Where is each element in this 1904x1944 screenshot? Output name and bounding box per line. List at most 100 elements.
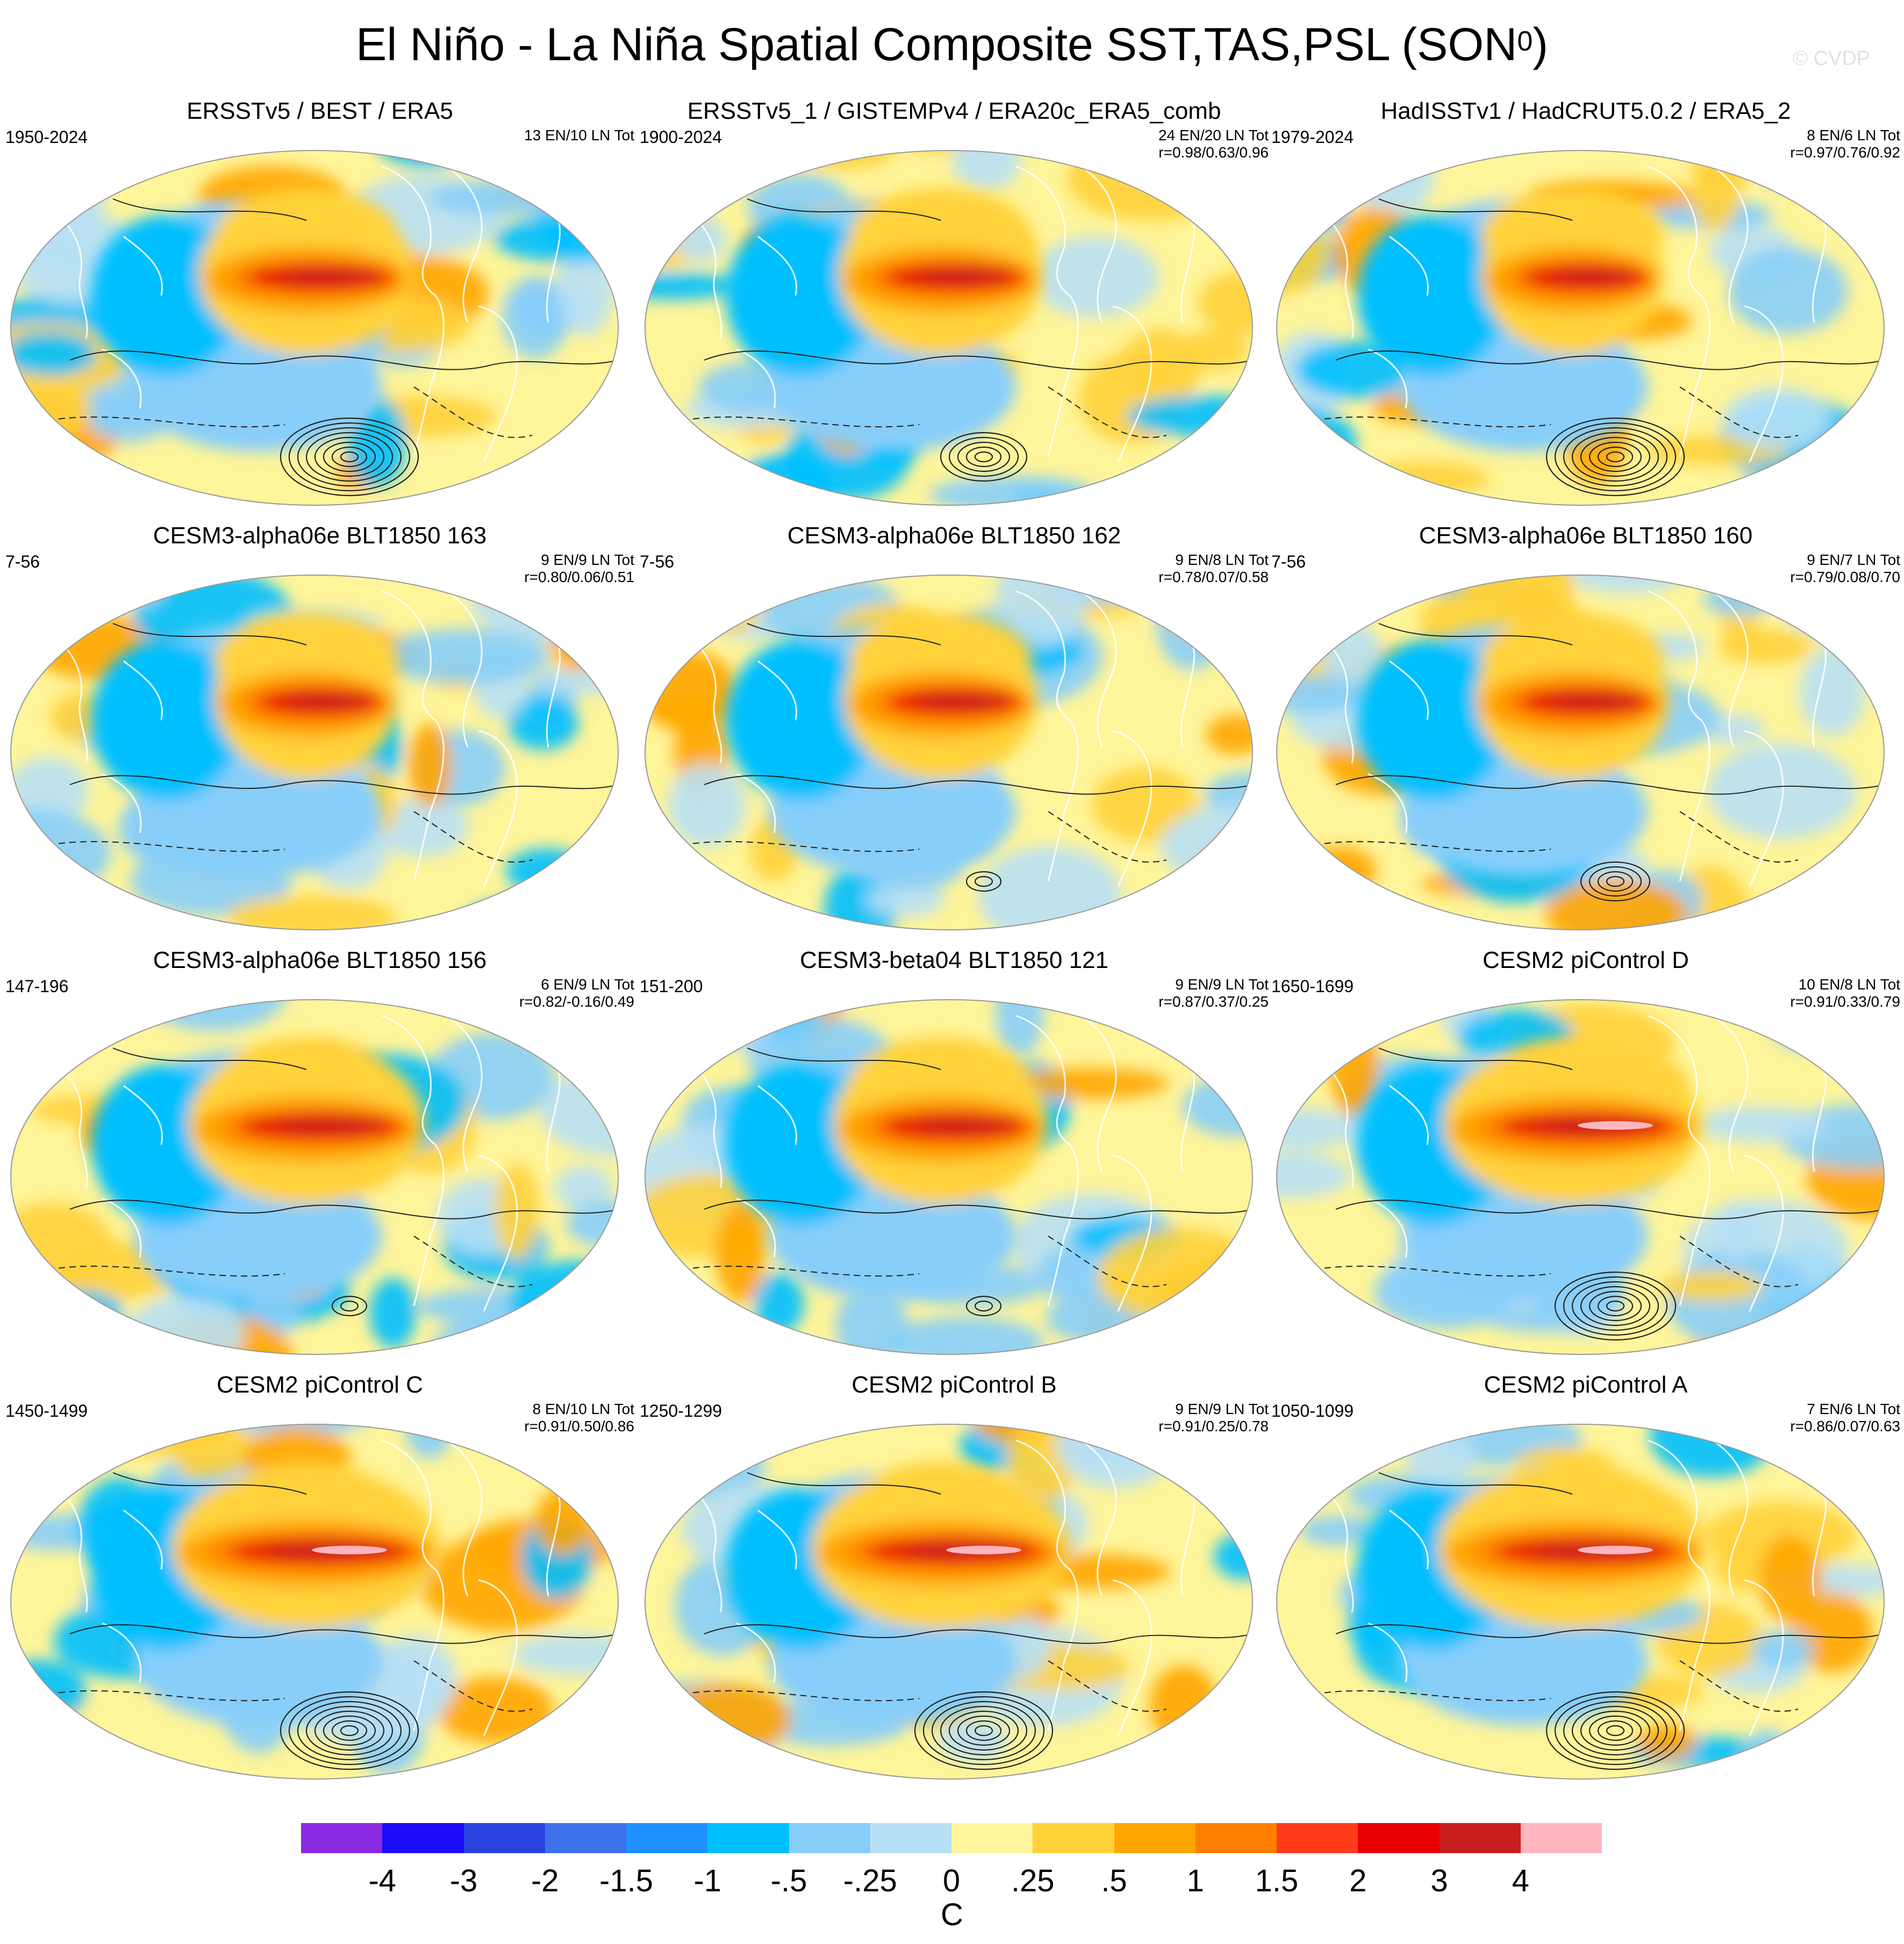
panel-title: CESM3-alpha06e BLT1850 156 <box>153 947 487 973</box>
colorbar-swatch <box>1033 1823 1114 1853</box>
psl-contour <box>1606 451 1625 463</box>
colorbar-swatch <box>1439 1823 1521 1853</box>
event-count: 9 EN/9 LN Tot <box>1175 1401 1269 1417</box>
coastline <box>123 660 163 721</box>
panel-title: ERSSTv5 / BEST / ERA5 <box>187 98 453 124</box>
panel-title: CESM2 piControl A <box>1484 1372 1688 1398</box>
anomaly-patch <box>1833 1708 1884 1735</box>
anomaly-patch <box>1277 1424 1388 1454</box>
map-border <box>10 150 619 506</box>
coastline <box>1712 1015 1749 1172</box>
coastline <box>757 235 797 296</box>
anomaly-patch <box>1752 150 1839 188</box>
coastline <box>1112 730 1153 887</box>
panel-stats: 6 EN/9 LN Tot r=0.82/-0.16/0.49 <box>519 976 634 1010</box>
psl-contour <box>1563 1701 1668 1761</box>
anomaly-patch <box>377 799 468 857</box>
psl-contour <box>1292 416 1551 428</box>
panel-stats: 8 EN/10 LN Tot r=0.91/0.50/0.86 <box>524 1401 634 1435</box>
psl-contour <box>1378 1048 1573 1070</box>
coastline <box>478 305 518 463</box>
psl-contour <box>413 1660 533 1712</box>
psl-contour <box>314 1710 385 1751</box>
psl-contour <box>1335 775 1884 795</box>
psl-contour <box>940 432 1028 482</box>
anomaly-patch <box>886 1317 1044 1354</box>
anomaly-patch <box>1176 857 1252 930</box>
anomaly-patch <box>11 332 96 376</box>
psl-contour <box>1580 1286 1651 1326</box>
psl-contour <box>704 1200 1252 1220</box>
pattern-correlation: r=0.91/0.33/0.79 <box>1790 993 1900 1010</box>
psl-contour <box>26 1690 285 1702</box>
peak-warm-core <box>946 1546 1021 1554</box>
coastline <box>446 590 483 748</box>
anomaly-patch <box>528 1735 618 1779</box>
psl-contour <box>914 1691 1054 1770</box>
anomaly-patch <box>1708 743 1856 839</box>
anomaly-patch <box>1780 575 1824 629</box>
panel-stats: 9 EN/7 LN Tot r=0.79/0.08/0.70 <box>1790 551 1900 586</box>
coastline <box>757 1509 797 1570</box>
anomaly-patch <box>1302 847 1377 895</box>
map-border <box>1276 999 1885 1355</box>
colorbar-tick-label: -3 <box>449 1863 478 1898</box>
psl-contour <box>974 876 993 887</box>
anomaly-patch <box>1695 1107 1827 1142</box>
psl-contour <box>1580 436 1651 477</box>
coastline <box>1647 166 1710 457</box>
enso-anomaly-band <box>1548 693 1640 708</box>
psl-contour <box>747 198 941 221</box>
sst-anomaly-map <box>645 150 1253 506</box>
map-panel: CESM3-alpha06e BLT1850 156 147-196 6 EN/9 … <box>5 946 634 1371</box>
psl-contour <box>340 1300 359 1312</box>
anomaly-patch <box>645 150 751 206</box>
panel-period: 1250-1299 <box>640 1401 722 1421</box>
panel-period: 1650-1699 <box>1271 977 1354 996</box>
anomaly-patch <box>715 1204 766 1303</box>
anomaly-patch <box>996 1000 1044 1056</box>
psl-contour <box>1563 1276 1668 1336</box>
anomaly-patch <box>466 900 591 930</box>
anomaly-patch <box>1156 577 1227 670</box>
psl-contour <box>1048 811 1167 863</box>
anomaly-patch <box>1039 1246 1104 1303</box>
panel-stats: 7 EN/6 LN Tot r=0.86/0.07/0.63 <box>1790 1401 1900 1435</box>
colorbar-swatch <box>951 1823 1033 1853</box>
pattern-correlation: r=0.98/0.63/0.96 <box>1158 144 1269 161</box>
psl-contour <box>1571 432 1659 482</box>
coastline <box>1389 660 1429 721</box>
psl-contour <box>704 775 1252 795</box>
sst-anomaly-map <box>10 999 619 1355</box>
anomaly-patch <box>1198 270 1252 335</box>
enso-anomaly-band <box>726 215 876 376</box>
colorbar-tick-label: -.25 <box>843 1863 897 1898</box>
colorbar-tick-label: 0 <box>942 1863 961 1898</box>
psl-contour <box>948 436 1019 477</box>
colorbar-swatch <box>1358 1823 1440 1853</box>
anomaly-patch <box>996 575 1087 647</box>
pattern-correlation: r=0.87/0.37/0.25 <box>1158 993 1269 1010</box>
anomaly-patch <box>894 150 991 153</box>
anomaly-patch <box>1206 715 1252 755</box>
coastline <box>1080 166 1117 323</box>
anomaly-patch <box>11 1729 44 1779</box>
coastline <box>1368 773 1408 834</box>
anomaly-patch <box>1277 1108 1354 1150</box>
panel-period: 7-56 <box>5 552 40 571</box>
psl-contour <box>1048 1660 1167 1712</box>
psl-contour <box>661 1690 920 1702</box>
map-panel: CESM2 piControl A 1050-1099 7 EN/6 LN Tot r… <box>1271 1371 1900 1795</box>
event-count: 9 EN/7 LN Tot <box>1807 551 1900 568</box>
coastline <box>102 1622 142 1683</box>
anomaly-patch <box>107 575 168 606</box>
psl-contour <box>305 432 393 482</box>
colorbar-swatch <box>1277 1823 1358 1853</box>
anomaly-patch <box>1723 388 1830 450</box>
cvdp-watermark: © CVDP <box>1793 47 1871 70</box>
psl-contour <box>747 1472 941 1495</box>
colorbar-tick-label: 1.5 <box>1255 1863 1299 1898</box>
enso-anomaly-band <box>1357 640 1508 801</box>
panel-title: CESM2 piControl D <box>1483 947 1689 973</box>
enso-anomaly-band <box>271 1118 384 1133</box>
